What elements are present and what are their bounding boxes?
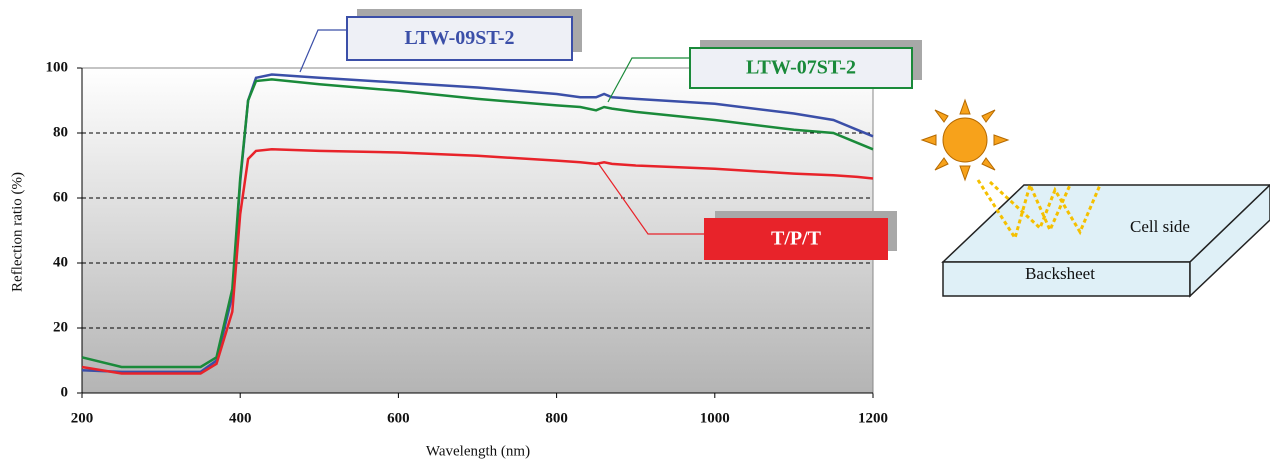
light-rays: [976, 179, 1102, 242]
series-line: [81, 148, 874, 375]
diagram: Cell side Backsheet: [920, 98, 1270, 298]
series-line: [81, 78, 874, 369]
legend-box: [704, 218, 888, 260]
backsheet-label: Backsheet: [1025, 264, 1095, 283]
x-tick-label: 600: [387, 410, 410, 426]
legend-leader: [299, 29, 347, 73]
x-tick-label: 1000: [700, 410, 730, 426]
legend-label: LTW-09ST-2: [404, 27, 514, 49]
x-tick-label: 1200: [858, 410, 888, 426]
legend-label: T/P/T: [771, 228, 822, 250]
x-tick-label: 400: [229, 410, 252, 426]
x-tick-label: 800: [545, 410, 568, 426]
y-tick-label: 100: [46, 59, 69, 75]
legend-leader: [607, 57, 690, 103]
sun: [920, 98, 1010, 182]
legend-leader: [597, 162, 705, 235]
y-axis-title: Reflection ratio (%): [9, 172, 25, 292]
y-tick-label: 80: [53, 124, 68, 140]
y-tick-label: 20: [53, 319, 68, 335]
x-tick-label: 200: [71, 410, 94, 426]
series-line: [81, 73, 874, 374]
y-tick-label: 40: [53, 254, 68, 270]
slab-side: [1189, 183, 1270, 298]
legend-box: [346, 16, 573, 61]
x-axis-title: Wavelength (nm): [426, 443, 530, 459]
y-tick-label: 60: [53, 189, 68, 205]
legend-label: LTW-07ST-2: [746, 57, 856, 79]
y-tick-label: 0: [61, 384, 69, 400]
legend-box: [689, 47, 913, 89]
cell-side-label: Cell side: [1130, 217, 1190, 236]
